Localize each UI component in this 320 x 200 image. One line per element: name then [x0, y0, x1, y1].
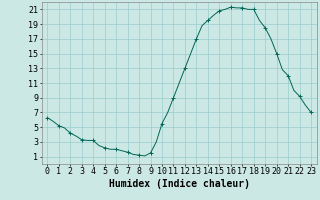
X-axis label: Humidex (Indice chaleur): Humidex (Indice chaleur)	[109, 179, 250, 189]
